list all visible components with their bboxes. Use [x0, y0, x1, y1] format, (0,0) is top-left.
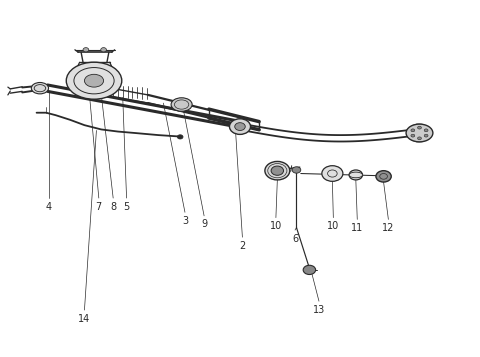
Circle shape: [292, 167, 301, 173]
Text: 9: 9: [201, 220, 207, 230]
Ellipse shape: [349, 172, 362, 178]
Circle shape: [424, 134, 428, 137]
Text: 10: 10: [270, 221, 282, 231]
Circle shape: [177, 135, 183, 139]
Text: 8: 8: [110, 202, 116, 212]
Circle shape: [418, 126, 421, 129]
Ellipse shape: [84, 74, 104, 87]
Text: 7: 7: [96, 202, 102, 212]
Circle shape: [424, 129, 428, 132]
Text: 6: 6: [292, 233, 298, 243]
Ellipse shape: [171, 98, 192, 111]
Circle shape: [411, 129, 415, 132]
Circle shape: [376, 171, 391, 182]
Text: 3: 3: [182, 216, 188, 226]
Circle shape: [303, 265, 316, 275]
Text: 5: 5: [123, 202, 130, 212]
Circle shape: [349, 170, 362, 180]
Text: 14: 14: [78, 314, 91, 324]
Ellipse shape: [66, 62, 122, 99]
Text: 4: 4: [46, 202, 52, 212]
Circle shape: [411, 134, 415, 137]
Circle shape: [83, 47, 89, 52]
Circle shape: [408, 125, 431, 141]
Text: 10: 10: [327, 221, 339, 231]
Circle shape: [101, 47, 107, 52]
Circle shape: [413, 129, 425, 137]
Text: 13: 13: [313, 305, 325, 315]
Circle shape: [322, 166, 343, 181]
Circle shape: [271, 166, 284, 175]
Text: 2: 2: [239, 241, 245, 251]
Circle shape: [418, 137, 421, 140]
Text: 12: 12: [382, 223, 395, 233]
Ellipse shape: [406, 124, 433, 142]
Circle shape: [229, 119, 251, 134]
Ellipse shape: [31, 82, 48, 94]
Circle shape: [235, 123, 245, 131]
Text: 11: 11: [351, 223, 363, 233]
Circle shape: [265, 161, 290, 180]
